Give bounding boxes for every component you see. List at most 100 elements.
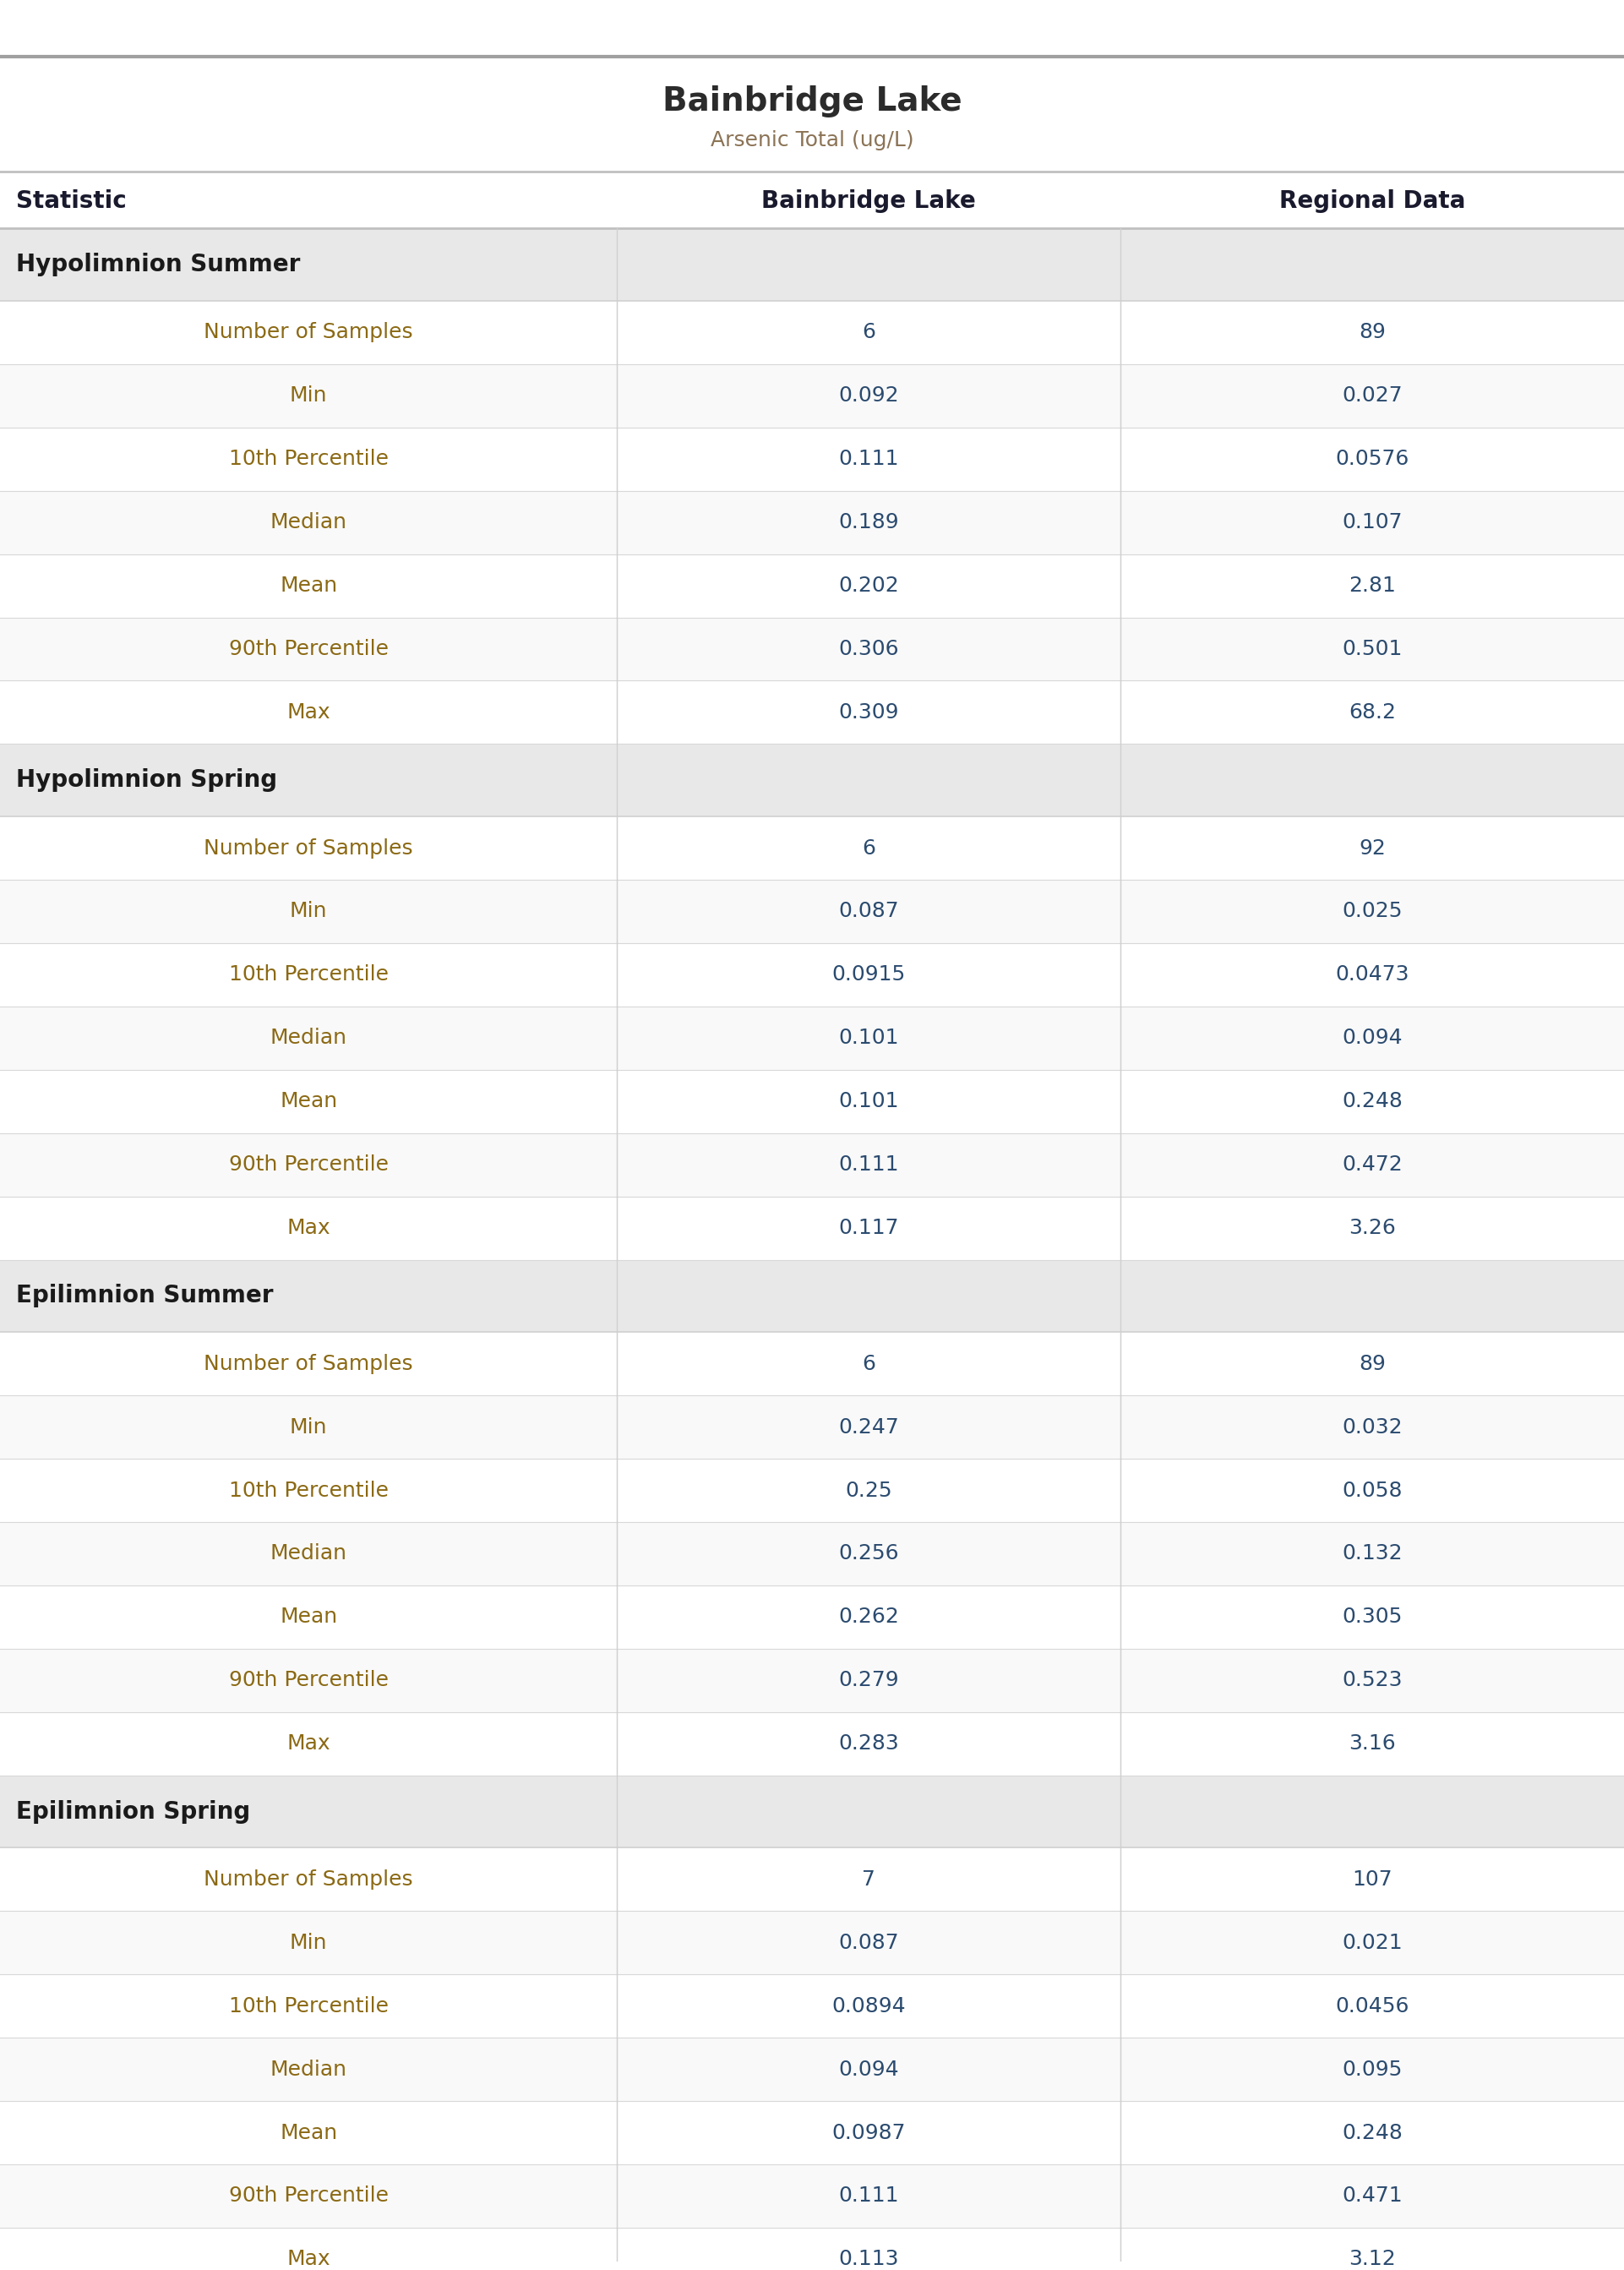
Text: 0.094: 0.094: [838, 2059, 900, 2079]
FancyBboxPatch shape: [0, 2102, 1624, 2163]
Text: Number of Samples: Number of Samples: [205, 322, 412, 343]
Text: 0.0987: 0.0987: [831, 2122, 906, 2143]
Text: 90th Percentile: 90th Percentile: [229, 1155, 388, 1176]
FancyBboxPatch shape: [0, 1396, 1624, 1460]
Text: Median: Median: [270, 2059, 348, 2079]
Text: 6: 6: [862, 1353, 875, 1373]
Text: 0.305: 0.305: [1341, 1607, 1403, 1628]
Text: 0.0576: 0.0576: [1335, 449, 1410, 470]
Text: 0.256: 0.256: [838, 1544, 900, 1564]
Text: 92: 92: [1359, 838, 1385, 858]
Text: Max: Max: [287, 1734, 330, 1755]
FancyBboxPatch shape: [0, 1196, 1624, 1260]
FancyBboxPatch shape: [0, 617, 1624, 681]
Text: 89: 89: [1359, 1353, 1385, 1373]
Text: 3.26: 3.26: [1348, 1219, 1397, 1237]
Text: 0.087: 0.087: [838, 1932, 900, 1952]
Text: Min: Min: [289, 1932, 328, 1952]
Text: Number of Samples: Number of Samples: [205, 1868, 412, 1889]
Text: 90th Percentile: 90th Percentile: [229, 2186, 388, 2206]
Text: 0.132: 0.132: [1341, 1544, 1403, 1564]
Text: 0.248: 0.248: [1341, 1092, 1403, 1112]
Text: 2.81: 2.81: [1348, 577, 1397, 597]
FancyBboxPatch shape: [0, 1584, 1624, 1648]
FancyBboxPatch shape: [0, 817, 1624, 881]
Text: 0.25: 0.25: [846, 1480, 892, 1500]
Text: Statistic: Statistic: [16, 188, 127, 213]
Text: 0.471: 0.471: [1341, 2186, 1403, 2206]
Text: 0.087: 0.087: [838, 901, 900, 922]
Text: 0.095: 0.095: [1341, 2059, 1403, 2079]
Text: Bainbridge Lake: Bainbridge Lake: [762, 188, 976, 213]
FancyBboxPatch shape: [0, 1775, 1624, 1848]
Text: 0.309: 0.309: [838, 701, 900, 722]
Text: 0.025: 0.025: [1341, 901, 1403, 922]
Text: 0.472: 0.472: [1341, 1155, 1403, 1176]
Text: Max: Max: [287, 1219, 330, 1237]
Text: Number of Samples: Number of Samples: [205, 1353, 412, 1373]
Text: 0.117: 0.117: [838, 1219, 900, 1237]
Text: 89: 89: [1359, 322, 1385, 343]
Text: 7: 7: [862, 1868, 875, 1889]
Text: 10th Percentile: 10th Percentile: [229, 1480, 388, 1500]
Text: 0.111: 0.111: [838, 1155, 900, 1176]
FancyBboxPatch shape: [0, 1848, 1624, 1911]
FancyBboxPatch shape: [0, 1648, 1624, 1712]
Text: 6: 6: [862, 838, 875, 858]
Text: 0.279: 0.279: [838, 1671, 900, 1691]
Text: Hypolimnion Summer: Hypolimnion Summer: [16, 252, 300, 277]
FancyBboxPatch shape: [0, 2227, 1624, 2270]
FancyBboxPatch shape: [0, 554, 1624, 617]
Text: 0.0473: 0.0473: [1335, 965, 1410, 985]
Text: 0.501: 0.501: [1341, 638, 1403, 658]
Text: 0.027: 0.027: [1341, 386, 1403, 406]
Text: 0.523: 0.523: [1341, 1671, 1403, 1691]
Text: 0.262: 0.262: [838, 1607, 900, 1628]
Text: Mean: Mean: [279, 1607, 338, 1628]
Text: Arsenic Total (ug/L): Arsenic Total (ug/L): [710, 129, 914, 150]
Text: 3.12: 3.12: [1348, 2250, 1397, 2270]
Text: 0.111: 0.111: [838, 2186, 900, 2206]
Text: Epilimnion Summer: Epilimnion Summer: [16, 1285, 273, 1308]
Text: Mean: Mean: [279, 1092, 338, 1112]
Text: 0.094: 0.094: [1341, 1028, 1403, 1049]
Text: 0.107: 0.107: [1341, 513, 1403, 533]
FancyBboxPatch shape: [0, 1911, 1624, 1975]
FancyBboxPatch shape: [0, 2038, 1624, 2102]
FancyBboxPatch shape: [0, 229, 1624, 302]
Text: Number of Samples: Number of Samples: [205, 838, 412, 858]
FancyBboxPatch shape: [0, 942, 1624, 1006]
Text: 0.092: 0.092: [838, 386, 900, 406]
Text: Max: Max: [287, 2250, 330, 2270]
FancyBboxPatch shape: [0, 1006, 1624, 1069]
FancyBboxPatch shape: [0, 1332, 1624, 1396]
Text: 6: 6: [862, 322, 875, 343]
FancyBboxPatch shape: [0, 745, 1624, 817]
Text: 0.0894: 0.0894: [831, 1995, 906, 2016]
Text: 0.247: 0.247: [838, 1416, 900, 1437]
FancyBboxPatch shape: [0, 1523, 1624, 1584]
Text: Mean: Mean: [279, 577, 338, 597]
Text: Hypolimnion Spring: Hypolimnion Spring: [16, 770, 278, 792]
FancyBboxPatch shape: [0, 363, 1624, 427]
FancyBboxPatch shape: [0, 1975, 1624, 2038]
Text: 0.058: 0.058: [1341, 1480, 1403, 1500]
Text: Epilimnion Spring: Epilimnion Spring: [16, 1800, 250, 1823]
FancyBboxPatch shape: [0, 490, 1624, 554]
Text: 0.0915: 0.0915: [831, 965, 906, 985]
Text: 3.16: 3.16: [1348, 1734, 1397, 1755]
Text: Median: Median: [270, 513, 348, 533]
Text: Median: Median: [270, 1544, 348, 1564]
Text: 0.021: 0.021: [1341, 1932, 1403, 1952]
Text: 0.306: 0.306: [838, 638, 900, 658]
FancyBboxPatch shape: [0, 302, 1624, 363]
Text: 0.111: 0.111: [838, 449, 900, 470]
Text: 10th Percentile: 10th Percentile: [229, 965, 388, 985]
Text: 107: 107: [1353, 1868, 1392, 1889]
Text: 0.032: 0.032: [1341, 1416, 1403, 1437]
Text: 90th Percentile: 90th Percentile: [229, 1671, 388, 1691]
Text: 0.283: 0.283: [838, 1734, 900, 1755]
Text: Mean: Mean: [279, 2122, 338, 2143]
Text: 0.248: 0.248: [1341, 2122, 1403, 2143]
FancyBboxPatch shape: [0, 881, 1624, 942]
